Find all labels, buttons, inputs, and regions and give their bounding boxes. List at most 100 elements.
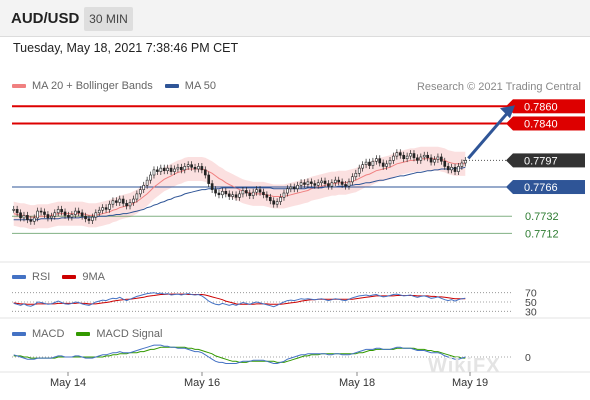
- candle-body: [238, 193, 241, 198]
- candle: [186, 161, 190, 170]
- candle: [173, 165, 176, 176]
- candle-body: [176, 166, 180, 170]
- candle-body: [111, 200, 115, 205]
- candle: [395, 149, 399, 160]
- candle-body: [460, 162, 464, 167]
- candle-body: [323, 180, 327, 184]
- legend-rsi-label: RSI: [32, 271, 51, 283]
- candle: [426, 151, 429, 162]
- level-tag-0.7766: [513, 180, 585, 195]
- candle: [357, 164, 361, 177]
- candle-body: [429, 157, 433, 163]
- candle: [316, 179, 320, 189]
- candle: [224, 187, 228, 198]
- candle: [91, 213, 94, 224]
- candle-body: [320, 180, 323, 184]
- candle: [231, 191, 234, 200]
- candle: [310, 178, 313, 188]
- timeframe-button[interactable]: 30 MIN: [84, 7, 133, 31]
- candle-body: [310, 181, 313, 184]
- candle: [50, 212, 53, 222]
- candle: [210, 180, 214, 194]
- candle: [323, 177, 327, 188]
- rsi-ma-line: [13, 293, 466, 305]
- legend-ma50: MA 50: [164, 80, 216, 92]
- rsi-line: [13, 292, 466, 308]
- candle-body: [197, 166, 200, 170]
- candle-body: [46, 214, 50, 219]
- candle-body: [210, 183, 214, 190]
- candle-body: [440, 156, 443, 162]
- candle-body: [63, 211, 67, 216]
- level-tag-pointer-0.7797: [506, 153, 513, 168]
- candle-body: [337, 179, 341, 183]
- candle: [463, 156, 467, 167]
- candle: [361, 161, 364, 172]
- candle: [200, 162, 204, 174]
- candle-body: [128, 202, 132, 207]
- candle-body: [275, 201, 279, 205]
- candle: [405, 152, 409, 163]
- candle-body: [101, 207, 104, 211]
- legend-rsi: RSI: [12, 271, 50, 283]
- legend-macd-signal: MACD Signal: [76, 328, 162, 340]
- legend-rsi-ma-label: 9MA: [82, 271, 105, 283]
- candle: [398, 149, 402, 159]
- legend-ma50-label: MA 50: [184, 80, 216, 92]
- candle: [80, 209, 84, 220]
- candle: [337, 176, 341, 186]
- candle: [162, 164, 166, 175]
- candle: [180, 163, 183, 174]
- candle-body: [241, 190, 245, 195]
- candle: [330, 179, 334, 190]
- candle: [272, 197, 276, 208]
- macd-signal-line: [13, 346, 466, 363]
- candle-body: [385, 163, 388, 167]
- candle: [197, 162, 200, 173]
- candle-body: [36, 210, 39, 219]
- candle: [132, 195, 135, 206]
- candle-body: [282, 192, 286, 198]
- candle-body: [142, 185, 146, 190]
- chart-header: AUD/USD 30 MIN: [0, 0, 590, 37]
- level-label-0.7840: 0.7840: [524, 118, 558, 130]
- candle-body: [56, 209, 60, 214]
- x-label: May 18: [339, 377, 376, 389]
- candle: [70, 211, 74, 221]
- level-tag-0.7860: [513, 99, 585, 114]
- candle: [118, 195, 122, 206]
- candle: [333, 176, 337, 187]
- candle-body: [231, 194, 234, 197]
- candle: [279, 193, 282, 206]
- candle: [375, 155, 378, 165]
- level-tag-0.7840: [513, 116, 585, 131]
- candle-body: [234, 194, 238, 198]
- candle: [128, 199, 132, 210]
- candle-body: [392, 155, 395, 161]
- candle-body: [132, 198, 135, 203]
- candle: [169, 164, 173, 176]
- candle: [289, 183, 293, 193]
- x-label: May 19: [452, 377, 489, 389]
- candle: [43, 208, 46, 218]
- candle: [354, 169, 358, 181]
- candle-body: [340, 181, 344, 185]
- candle-body: [115, 200, 118, 203]
- macd-legend: MACD MACD Signal: [12, 328, 174, 340]
- candle: [440, 153, 443, 165]
- candle-body: [169, 167, 173, 172]
- candle: [275, 198, 279, 208]
- candle: [265, 191, 269, 201]
- macd-line: [13, 344, 466, 364]
- candle-body: [162, 167, 166, 172]
- candle-body: [354, 172, 358, 178]
- level-label-0.7766: 0.7766: [524, 182, 558, 194]
- candle: [217, 189, 221, 199]
- legend-macd-swatch: [12, 332, 26, 336]
- legend-ma50-swatch: [164, 84, 179, 88]
- candle-body: [371, 160, 375, 166]
- candle-body: [32, 217, 36, 222]
- candle: [183, 162, 187, 174]
- candle: [12, 205, 16, 213]
